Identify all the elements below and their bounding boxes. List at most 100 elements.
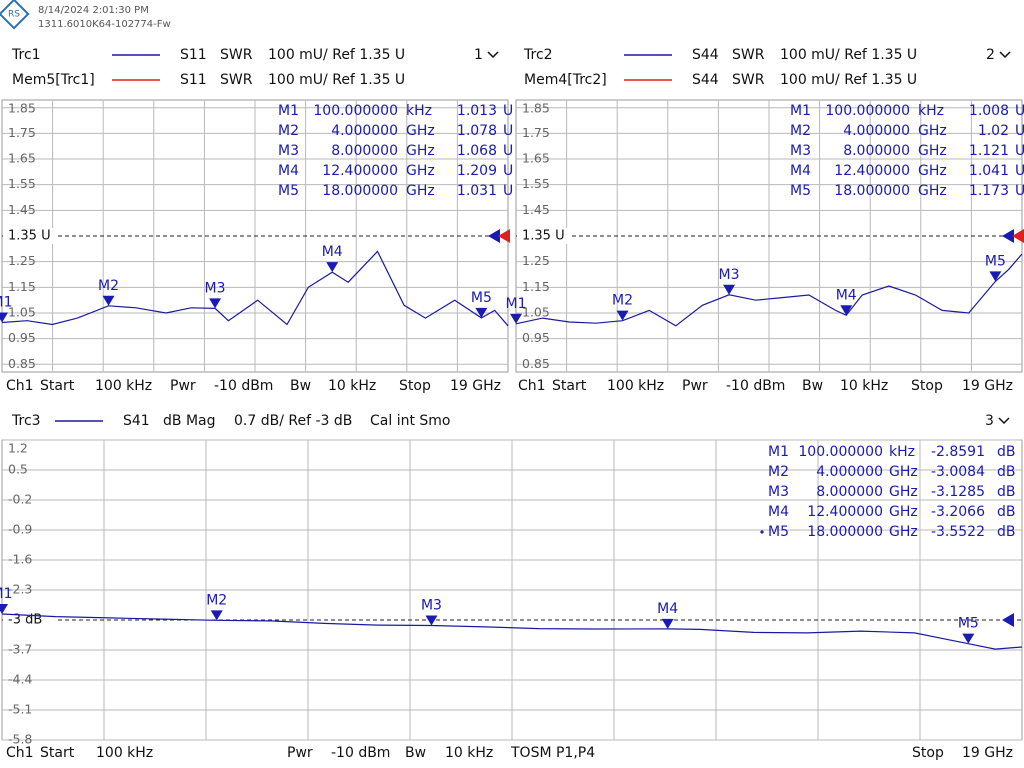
marker-value-unit: U: [503, 183, 513, 199]
footer-item: Stop: [911, 378, 943, 394]
marker-triangle: [510, 313, 522, 324]
marker-label: M3: [719, 267, 740, 283]
marker-name: M2: [278, 123, 299, 139]
firmware: 1311.6010K64-102774-Fw: [38, 19, 171, 30]
trace-format: SWR: [732, 72, 765, 88]
marker-name: M4: [768, 504, 789, 520]
marker-value: -3.0084: [931, 464, 985, 480]
marker-value-unit: U: [1015, 143, 1024, 159]
footer-item: 10 kHz: [445, 745, 493, 761]
y-tick-label: 1.25: [522, 253, 550, 268]
reference-label: 1.35 U: [8, 229, 51, 244]
channel-menu[interactable]: [998, 417, 1010, 425]
y-tick-label: 1.15: [522, 279, 550, 294]
channel-menu[interactable]: [999, 51, 1011, 59]
marker-label: M5: [471, 290, 492, 306]
marker-value: 1.013: [457, 103, 497, 119]
reference-arrow: [488, 229, 500, 243]
marker-value: -3.1285: [931, 484, 985, 500]
y-tick-label: 1.65: [8, 151, 36, 166]
marker-stimulus-unit: GHz: [406, 163, 435, 179]
marker-name: M5: [790, 183, 811, 199]
y-tick-label: -1.6: [8, 552, 32, 567]
marker-name: M1: [790, 103, 811, 119]
trace-line: [515, 253, 1023, 327]
marker-value: 1.031: [457, 183, 497, 199]
marker-stimulus-unit: GHz: [889, 464, 918, 480]
marker-label: M2: [98, 278, 119, 294]
marker-stimulus: 12.400000: [807, 504, 883, 520]
footer-item: 19 GHz: [450, 378, 501, 394]
marker-value-unit: U: [1015, 123, 1024, 139]
footer-item: Start: [40, 378, 75, 394]
marker-stimulus-unit: GHz: [889, 524, 918, 540]
marker-triangle: [661, 618, 674, 629]
marker-value-unit: U: [1015, 163, 1024, 179]
marker-value: 1.068: [457, 143, 497, 159]
marker-name: M3: [278, 143, 299, 159]
trace-name: Trc3: [11, 413, 41, 429]
channel-menu[interactable]: [487, 51, 499, 59]
footer-item: Bw: [290, 378, 311, 394]
footer-item: Pwr: [287, 745, 313, 761]
footer-item: TOSM P1,P4: [510, 745, 595, 761]
marker-triangle: [840, 305, 853, 316]
marker-stimulus-unit: GHz: [918, 123, 947, 139]
marker-stimulus-unit: GHz: [889, 484, 918, 500]
trace-format: SWR: [220, 72, 253, 88]
footer-item: Ch1: [6, 745, 34, 761]
marker-stimulus-unit: GHz: [406, 183, 435, 199]
marker-stimulus-unit: GHz: [918, 183, 947, 199]
memory-reference-arrow: [1012, 229, 1024, 243]
footer-item: 100 kHz: [95, 378, 152, 394]
marker-stimulus: 18.000000: [322, 183, 398, 199]
marker-stimulus: 4.000000: [331, 123, 398, 139]
footer-item: 100 kHz: [607, 378, 664, 394]
trace-parameter: S41: [123, 413, 150, 429]
memory-reference-arrow: [498, 229, 510, 243]
y-tick-label: 1.2: [8, 441, 28, 456]
y-tick-label: -4.4: [8, 672, 32, 687]
marker-value: -3.2066: [931, 504, 985, 520]
marker-triangle: [962, 633, 975, 644]
y-tick-label: 1.65: [522, 151, 550, 166]
marker-stimulus: 100.000000: [798, 444, 883, 460]
footer-item: 19 GHz: [962, 378, 1013, 394]
y-tick-label: -5.1: [8, 702, 32, 717]
marker-triangle: [209, 298, 222, 309]
footer-item: Stop: [399, 378, 431, 394]
marker-value: 1.209: [457, 163, 497, 179]
logo: RS: [0, 0, 30, 30]
marker-stimulus: 100.000000: [825, 103, 910, 119]
marker-stimulus: 8.000000: [816, 484, 883, 500]
marker-stimulus: 100.000000: [313, 103, 398, 119]
marker-stimulus: 12.400000: [834, 163, 910, 179]
marker-label: M4: [836, 287, 857, 303]
trace-scale: 100 mU/ Ref 1.35 U: [268, 72, 405, 88]
marker-stimulus: 18.000000: [834, 183, 910, 199]
marker-triangle: [102, 295, 115, 306]
marker-value: 1.008: [969, 103, 1009, 119]
marker-value: 1.173: [969, 183, 1009, 199]
y-tick-label: 1.05: [8, 304, 36, 319]
marker-name: M5: [278, 183, 299, 199]
marker-name: M2: [768, 464, 789, 480]
y-tick-label: 1.75: [522, 125, 550, 140]
marker-name: M5: [768, 524, 789, 540]
marker-stimulus: 18.000000: [807, 524, 883, 540]
marker-name: M3: [768, 484, 789, 500]
y-tick-label: -0.9: [8, 522, 32, 537]
trace-name: Mem5[Trc1]: [12, 72, 95, 88]
trace-format: dB Mag: [163, 413, 216, 429]
marker-triangle: [210, 610, 223, 621]
marker-value-unit: dB: [997, 444, 1016, 460]
y-tick-label: 1.75: [8, 125, 36, 140]
marker-triangle: [616, 310, 629, 321]
footer-item: 10 kHz: [328, 378, 376, 394]
trace-name: Mem4[Trc2]: [524, 72, 607, 88]
footer-item: Ch1: [6, 378, 34, 394]
footer-item: 100 kHz: [96, 745, 153, 761]
marker-value: 1.121: [969, 143, 1009, 159]
marker-value: 1.078: [457, 123, 497, 139]
